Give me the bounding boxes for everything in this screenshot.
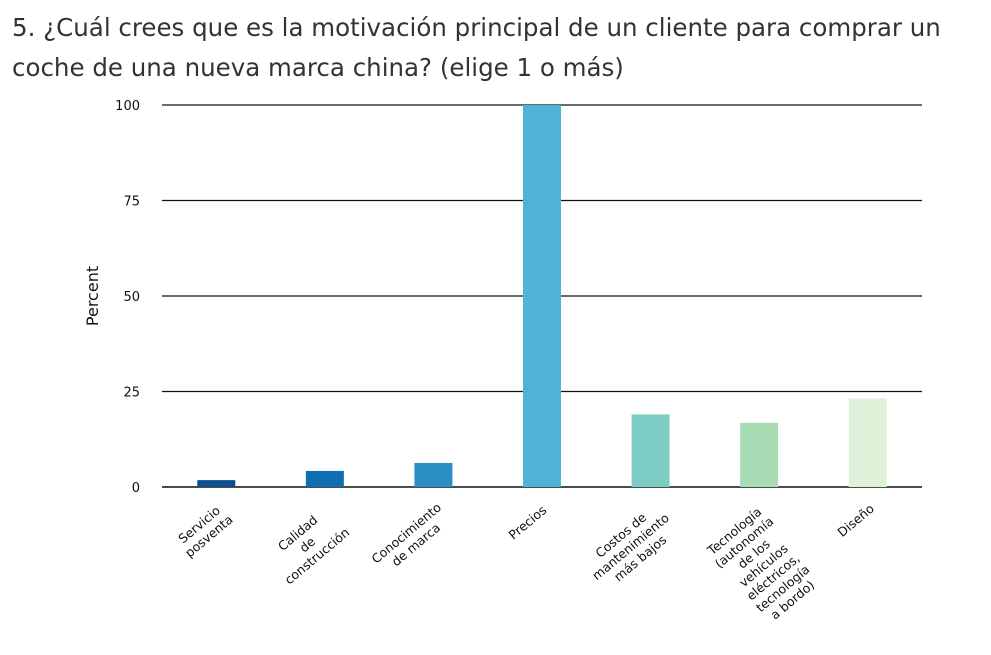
x-tick-label: Tecnología(autonomíade losvehículoseléct…	[702, 502, 825, 629]
svg-text:Tecnología(autonomíade losvehí: Tecnología(autonomíade losvehículoseléct…	[702, 502, 825, 629]
svg-text:Servicioposventa: Servicioposventa	[172, 500, 235, 560]
bars	[197, 105, 887, 487]
x-tick-label: Precios	[506, 502, 550, 542]
y-tick-labels: 0 25 50 75 100	[115, 99, 140, 496]
y-tick-label: 25	[123, 386, 140, 401]
y-tick-label: 0	[132, 481, 140, 496]
bar	[414, 462, 453, 487]
bar	[523, 105, 561, 487]
y-tick-label: 75	[123, 195, 140, 210]
bar	[631, 414, 670, 487]
x-tick-label: Diseño	[834, 501, 876, 540]
x-tick-label: Costos demantenimientomás bajos	[579, 499, 681, 595]
bar	[848, 398, 887, 487]
chart-title: 5. ¿Cuál crees que es la motivación prin…	[12, 13, 941, 82]
svg-text:Costos demantenimientomás bajo: Costos demantenimientomás bajos	[579, 499, 681, 595]
y-axis-label: Percent	[83, 266, 102, 326]
y-tick-label: 100	[115, 99, 140, 114]
bar	[305, 470, 344, 487]
x-tick-label: Calidaddeconstrucción	[262, 502, 352, 588]
x-tick-label: Conocimientode marca	[368, 500, 453, 578]
svg-text:Conocimientode marca: Conocimientode marca	[368, 500, 453, 578]
x-tick-label: Servicioposventa	[172, 500, 235, 560]
bar	[197, 480, 236, 487]
x-tick-labels: Servicioposventa Calidaddeconstrucción Con…	[172, 499, 877, 629]
bar	[740, 422, 779, 487]
y-tick-label: 50	[123, 290, 140, 305]
svg-text:Diseño: Diseño	[834, 501, 876, 540]
svg-text:Calidaddeconstrucción: Calidaddeconstrucción	[262, 502, 352, 588]
svg-text:Precios: Precios	[506, 502, 550, 542]
